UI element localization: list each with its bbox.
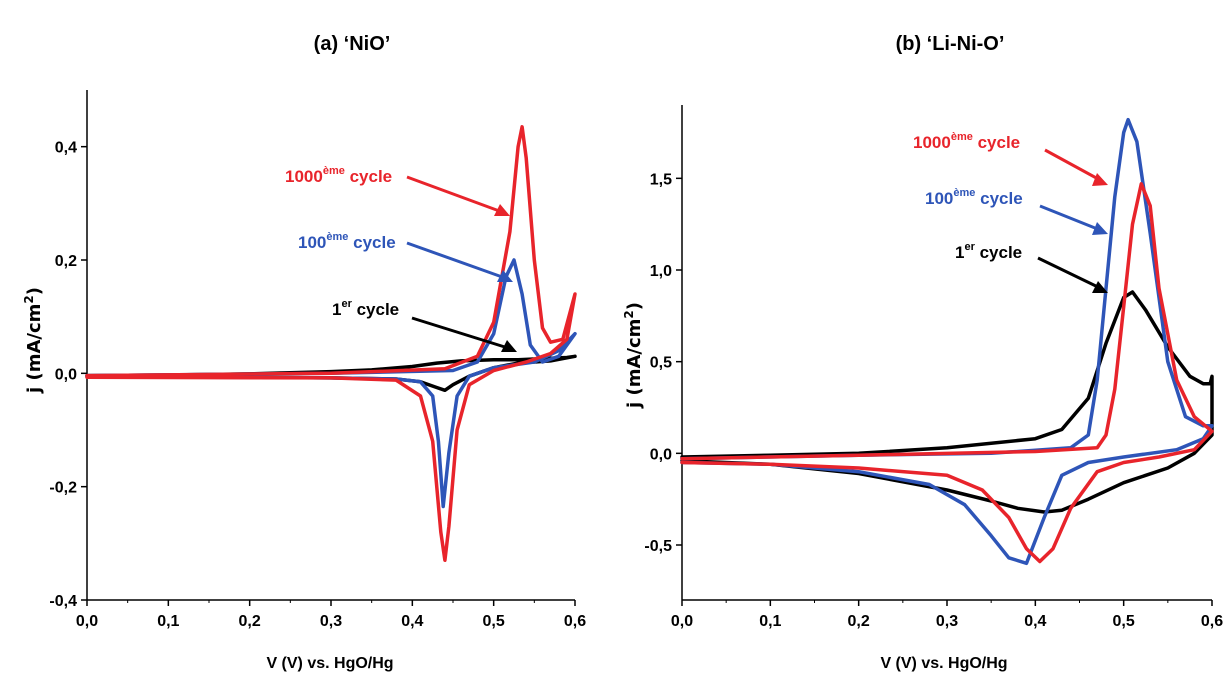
chart-panel-b: (b) ‘Li-Ni-O’ 0,0 0,1 0,2 0,3 0,4 0,5 0,6-0,50… (622, 33, 1223, 672)
x-tick-label-b: 0,0 (671, 613, 693, 630)
y-tick-label-b: -0,5 (644, 538, 672, 555)
x-axis-label-b: V (V) vs. HgO/Hg (880, 655, 1007, 672)
y-axis-label-a: j (mA/cm2) (22, 287, 45, 394)
annotation-b-1-sup: er (964, 241, 975, 253)
y-tick-label-a: 0,0 (55, 366, 77, 383)
annotation-a-1-main: 1 (332, 300, 341, 319)
annotation-a-1000-cycle: 1000ème cycle (285, 165, 392, 186)
series-line-a-2 (85, 125, 577, 563)
annotation-arrow-b-100 (1039, 204, 1101, 232)
x-tick-label-a: 0,3 (320, 613, 342, 630)
series-group-a (85, 125, 577, 563)
y-tick-label-b: 0,5 (650, 355, 672, 372)
y-tick-label-b: 1,5 (650, 171, 672, 188)
annotation-a-1000-end: cycle (345, 167, 392, 186)
annotation-b-1000-cycle: 1000ème cycle (913, 131, 1020, 152)
annotation-b-1-cycle: 1er cycle (955, 241, 1022, 262)
x-tick-label-a: 0,6 (564, 613, 586, 630)
annotation-b-100-main: 100 (925, 189, 953, 208)
annotation-arrowhead-a-100 (497, 270, 513, 282)
x-tick-label-a: 0,1 (157, 613, 179, 630)
x-tick-label-b: 0,3 (936, 613, 958, 630)
annotation-arrowhead-b-1000 (1092, 173, 1108, 186)
annotation-a-100-cycle: 100ème cycle (298, 231, 396, 252)
annotation-a-100-main: 100 (298, 233, 326, 252)
annotation-a-1-sup: er (341, 298, 352, 310)
series-line-b-0 (680, 290, 1214, 514)
x-tick-label-b: 0,2 (848, 613, 870, 630)
annotation-a-1000-sup: ème (323, 165, 345, 177)
y-tick-label-a: 0,2 (55, 253, 77, 270)
annotation-arrow-a-1000 (406, 175, 503, 214)
annotation-b-1000-sup: ème (951, 131, 973, 143)
annotation-arrow-a-100 (406, 241, 506, 280)
y-axis-label-b-end: ) (624, 302, 645, 310)
annotation-b-1-end: cycle (975, 243, 1022, 262)
series-line-b-1 (680, 117, 1214, 566)
x-tick-label-a: 0,2 (239, 613, 261, 630)
annotation-arrowhead-b-1 (1092, 281, 1108, 293)
x-tick-label-b: 0,5 (1113, 613, 1135, 630)
x-tick-label-a: 0,5 (483, 613, 505, 630)
x-tick-label-b: 0,6 (1201, 613, 1223, 630)
annotation-arrowhead-a-1 (501, 340, 517, 352)
annotation-b-1000-end: cycle (973, 133, 1020, 152)
y-axis-label-a-sup: 2 (22, 295, 36, 303)
y-axis-label-a-end: ) (24, 287, 45, 295)
x-tick-label-a: 0,0 (76, 613, 98, 630)
annotation-b-1000-main: 1000 (913, 133, 951, 152)
y-axis-label-b-sup: 2 (622, 310, 636, 318)
y-tick-label-a: 0,4 (55, 140, 77, 157)
y-tick-label-a: -0,2 (49, 480, 77, 497)
annotation-b-100-sup: ème (953, 187, 975, 199)
chart-title-b: (b) ‘Li-Ni-O’ (896, 33, 1005, 55)
y-tick-label-b: 1,0 (650, 263, 672, 280)
x-tick-label-b: 0,1 (759, 613, 781, 630)
y-axis-label-b-main: j (mA/cm (624, 319, 645, 409)
annotation-a-1-cycle: 1er cycle (332, 298, 399, 319)
series-line-a-1 (85, 258, 577, 509)
annotation-arrow-a-1 (411, 316, 509, 350)
tick-labels-a: 0,0 0,1 0,2 0,3 0,4 0,5 0,6 -0,4 -0,2 0,0 0,2 0,4 (49, 140, 586, 630)
axes-a (81, 90, 576, 606)
annotation-b-100-cycle: 100ème cycle (925, 187, 1023, 208)
annotation-arrowhead-b-100 (1092, 222, 1108, 235)
annotation-arrow-b-1 (1037, 256, 1101, 290)
annotation-a-100-sup: ème (326, 231, 348, 243)
y-tick-label-b: 0,0 (650, 446, 672, 463)
annotation-b-100-end: cycle (975, 189, 1022, 208)
annotation-a-1000-main: 1000 (285, 167, 323, 186)
x-tick-label-b: 0,4 (1024, 613, 1046, 630)
annotation-b-1-main: 1 (955, 243, 964, 262)
axes-b (676, 105, 1213, 606)
chart-panel-a: (a) ‘NiO’ 0,0 0,1 0,2 0,3 0,4 0,5 0,6-0,4-0,20… (22, 33, 586, 672)
x-tick-label-a: 0,4 (401, 613, 423, 630)
series-group-b (680, 117, 1214, 566)
chart-title-a: (a) ‘NiO’ (314, 33, 391, 55)
annotation-arrow-b-1000 (1044, 148, 1101, 182)
y-axis-label-a-main: j (mA/cm (24, 304, 45, 394)
y-tick-label-a: -0,4 (49, 593, 77, 610)
annotation-a-1-end: cycle (352, 300, 399, 319)
x-axis-label-a: V (V) vs. HgO/Hg (266, 655, 393, 672)
tick-labels-b: 0,0 0,1 0,2 0,3 0,4 0,5 0,6 -0,5 0,0 0,5 1,0 1,5 (644, 171, 1223, 630)
annotation-arrowhead-a-1000 (494, 204, 510, 216)
annotation-a-100-end: cycle (348, 233, 395, 252)
y-axis-label-b: j (mA/cm2) (622, 302, 645, 409)
series-line-b-2 (680, 182, 1214, 564)
